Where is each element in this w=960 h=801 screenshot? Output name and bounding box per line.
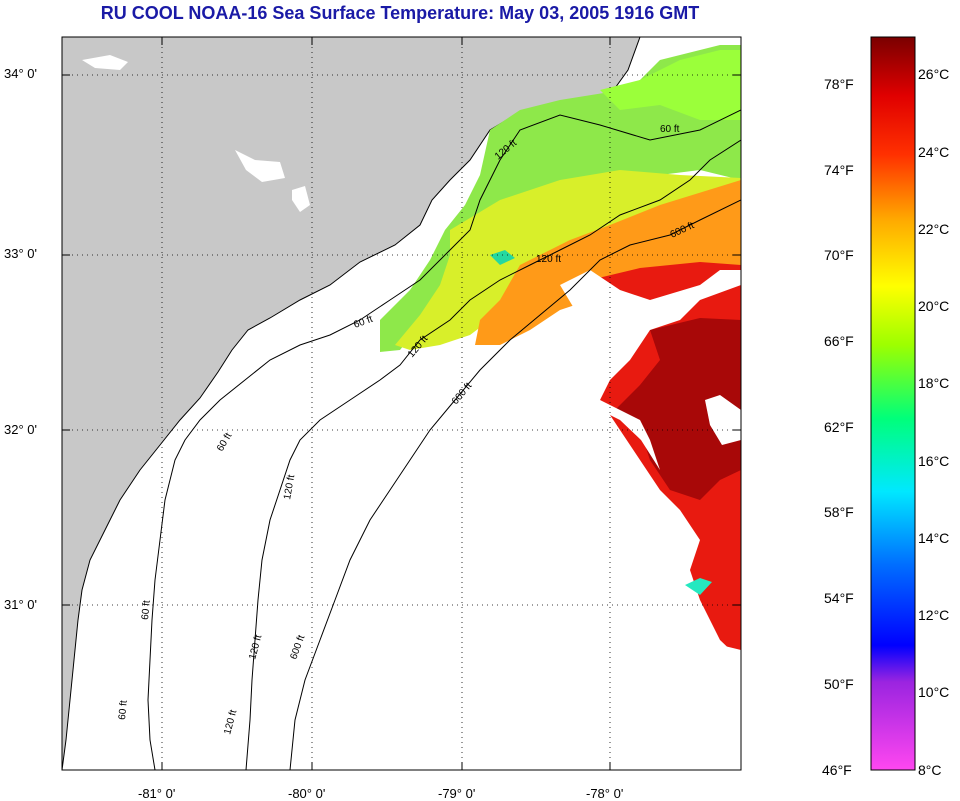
colorbar-f-label: 74°F	[824, 162, 854, 178]
map-border	[61, 36, 742, 771]
contour-label: 120 ft	[536, 254, 561, 265]
lat-label: 34° 0'	[4, 66, 37, 81]
contour-120ft	[245, 139, 741, 770]
colorbar-c-label: 22°C	[918, 221, 950, 237]
colorbar-c-label: 14°C	[918, 530, 950, 546]
lat-label: 33° 0'	[4, 246, 37, 261]
contour-60ft	[147, 109, 741, 770]
colorbar-f-label: 62°F	[824, 419, 854, 435]
lat-label: 31° 0'	[4, 597, 37, 612]
sst-warm-water	[475, 180, 741, 345]
colorbar-c-label: 16°C	[918, 453, 950, 469]
land-cloud	[82, 55, 128, 70]
sst-cold-patch	[685, 578, 712, 595]
map-grid	[62, 37, 741, 770]
ocean-cloud	[700, 640, 741, 770]
contour-label: 60 ft	[117, 700, 130, 721]
colorbar-f-label: 78°F	[824, 76, 854, 92]
colorbar-f-label: 66°F	[824, 333, 854, 349]
colorbar-f-label: 50°F	[824, 676, 854, 692]
contour-label: 60 ft	[140, 600, 153, 621]
lat-label: 32° 0'	[4, 422, 37, 437]
axis-ticks	[62, 37, 741, 770]
sst-gulfstream-core	[615, 318, 741, 500]
land-cloud	[235, 150, 285, 182]
lon-label: -81° 0'	[138, 786, 176, 801]
contour-600ft	[289, 199, 741, 770]
lon-label: -78° 0'	[586, 786, 624, 801]
colorbar	[870, 36, 916, 771]
sst-mid-water	[600, 50, 741, 120]
colorbar-f-label: 46°F	[822, 762, 852, 778]
colorbar-c-label: 18°C	[918, 375, 950, 391]
colorbar-c-label: 20°C	[918, 298, 950, 314]
ocean-cloud	[560, 270, 741, 470]
colorbar-c-label: 12°C	[918, 607, 950, 623]
colorbar-f-label: 70°F	[824, 247, 854, 263]
land-cloud	[292, 186, 310, 212]
colorbar-c-label: 24°C	[918, 144, 950, 160]
colorbar-f-label: 54°F	[824, 590, 854, 606]
colorbar-f-label: 58°F	[824, 504, 854, 520]
colorbar-c-label: 26°C	[918, 66, 950, 82]
contour-label: 120 ft	[282, 474, 297, 501]
contour-label: 60 ft	[660, 124, 680, 135]
sst-cold-patch	[490, 250, 515, 265]
map-title: RU COOL NOAA-16 Sea Surface Temperature:…	[100, 3, 700, 23]
colorbar-c-label: 10°C	[918, 684, 950, 700]
lon-label: -80° 0'	[288, 786, 326, 801]
colorbar-c-label: 8°C	[918, 762, 942, 778]
lon-label: -79° 0'	[438, 786, 476, 801]
ocean-cloud	[705, 395, 741, 445]
